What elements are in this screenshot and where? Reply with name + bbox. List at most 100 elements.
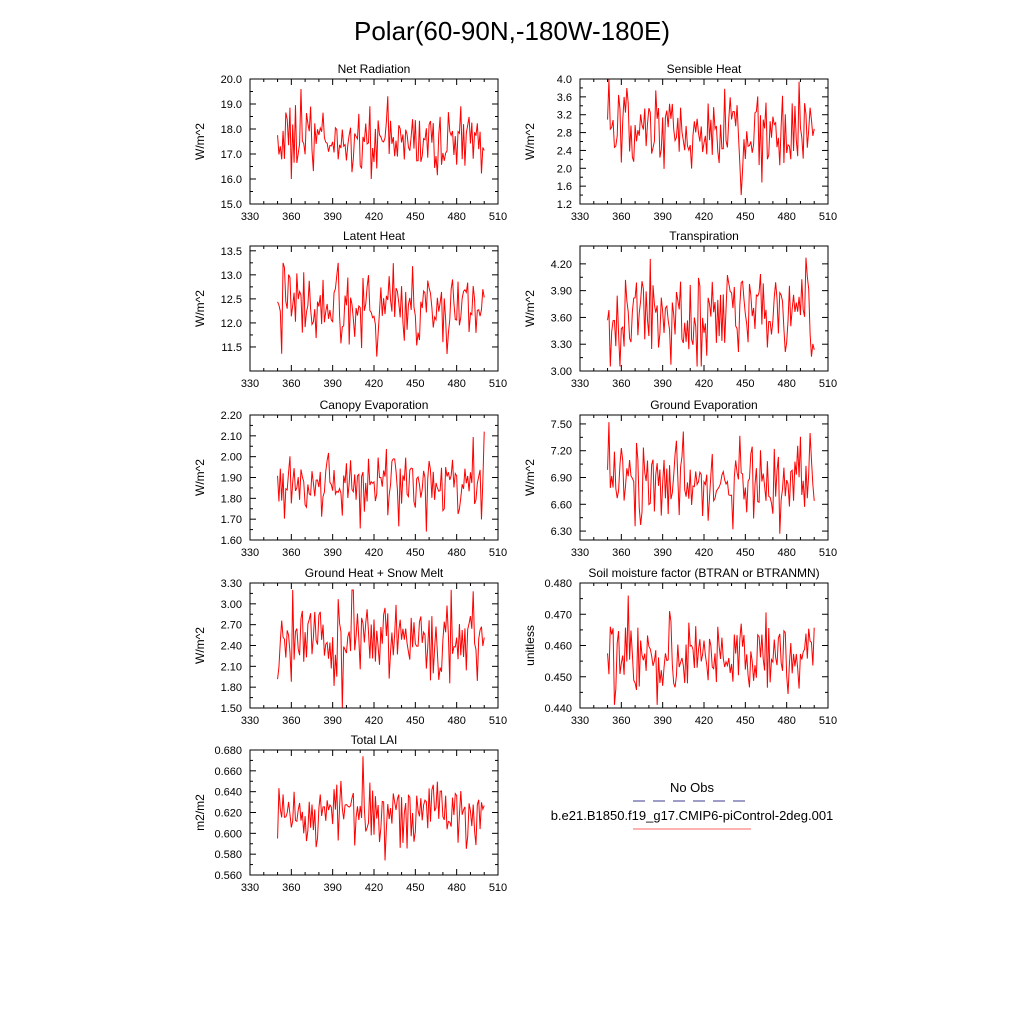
y-tick-label: 1.70 — [221, 514, 242, 526]
y-tick-label: 13.5 — [221, 246, 242, 258]
x-tick-label: 450 — [406, 211, 424, 223]
x-tick-label: 360 — [282, 547, 300, 559]
panel-2: 330 360 390 420 450 480 510 1.2 1.6 2.0 2.4 2.8 3.2 3… — [523, 62, 837, 223]
y-tick-label: 2.0 — [557, 163, 572, 175]
y-tick-label: 0.440 — [544, 703, 572, 715]
x-tick-label: 390 — [323, 211, 341, 223]
x-tick-label: 480 — [777, 715, 795, 727]
legend-label-model: b.e21.B1850.f19_g17.CMIP6-piControl-2deg… — [551, 808, 834, 823]
x-tick-label: 510 — [489, 211, 507, 223]
y-tick-label: 2.8 — [557, 128, 572, 140]
y-tick-label: 6.30 — [551, 526, 572, 538]
x-tick-label: 450 — [736, 378, 754, 390]
x-tick-label: 510 — [819, 715, 837, 727]
x-tick-label: 450 — [406, 378, 424, 390]
y-tick-label: 20.0 — [221, 74, 242, 86]
y-tick-label: 15.0 — [221, 199, 242, 211]
y-tick-label: 19.0 — [221, 99, 242, 111]
y-tick-label: 3.30 — [551, 339, 572, 351]
x-tick-label: 330 — [571, 715, 589, 727]
y-axis-label: m2/m2 — [193, 794, 207, 831]
series-line — [607, 422, 815, 534]
x-tick-label: 510 — [489, 882, 507, 894]
x-tick-label: 390 — [653, 715, 671, 727]
x-tick-label: 450 — [406, 882, 424, 894]
x-tick-label: 450 — [736, 547, 754, 559]
x-tick-label: 420 — [695, 547, 713, 559]
panel-title: Transpiration — [669, 229, 739, 243]
x-tick-label: 480 — [447, 211, 465, 223]
y-tick-label: 2.40 — [221, 641, 242, 653]
y-tick-label: 11.5 — [221, 342, 242, 354]
y-tick-label: 3.60 — [551, 312, 572, 324]
x-tick-label: 360 — [282, 715, 300, 727]
y-axis-label: W/m^2 — [193, 123, 207, 160]
y-tick-label: 12.5 — [221, 294, 242, 306]
y-tick-label: 7.50 — [551, 419, 572, 431]
x-tick-label: 510 — [489, 378, 507, 390]
x-tick-label: 420 — [365, 211, 383, 223]
x-tick-label: 360 — [282, 378, 300, 390]
x-tick-label: 330 — [241, 882, 259, 894]
x-tick-label: 330 — [571, 547, 589, 559]
y-tick-label: 3.00 — [551, 366, 572, 378]
y-tick-label: 0.560 — [214, 870, 242, 882]
x-tick-label: 390 — [653, 378, 671, 390]
panel-title: Soil moisture factor (BTRAN or BTRANMN) — [588, 566, 819, 580]
y-tick-label: 2.10 — [221, 661, 242, 673]
x-tick-label: 450 — [736, 211, 754, 223]
y-tick-label: 2.10 — [221, 431, 242, 443]
x-tick-label: 420 — [365, 378, 383, 390]
x-tick-label: 420 — [365, 715, 383, 727]
panel-9: 330 360 390 420 450 480 510 0.560 0.580 0.600 0.62… — [193, 733, 507, 894]
x-tick-label: 480 — [447, 378, 465, 390]
x-tick-label: 450 — [406, 547, 424, 559]
legend: No Obs b.e21.B1850.f19_g17.CMIP6-piContr… — [551, 780, 834, 830]
x-tick-label: 450 — [406, 715, 424, 727]
x-tick-label: 480 — [777, 211, 795, 223]
x-tick-label: 360 — [282, 211, 300, 223]
y-tick-label: 0.620 — [214, 808, 242, 820]
y-tick-label: 3.00 — [221, 599, 242, 611]
y-tick-label: 0.480 — [544, 578, 572, 590]
y-axis-label: W/m^2 — [523, 123, 537, 160]
y-axis-label: W/m^2 — [523, 459, 537, 496]
panel-4: 330 360 390 420 450 480 510 3.00 3.30 3.60 3.90 4.2… — [523, 229, 837, 390]
x-tick-label: 360 — [612, 211, 630, 223]
panel-title: Sensible Heat — [667, 62, 742, 76]
x-tick-label: 390 — [323, 547, 341, 559]
x-tick-label: 480 — [447, 882, 465, 894]
x-tick-label: 360 — [612, 547, 630, 559]
series-line — [607, 595, 815, 705]
figure-title: Polar(60-90N,-180W-180E) — [354, 16, 670, 46]
y-axis-label: unitless — [523, 625, 537, 666]
y-tick-label: 0.660 — [214, 766, 242, 778]
y-tick-label: 7.20 — [551, 446, 572, 458]
panel-title: Total LAI — [351, 733, 398, 747]
x-tick-label: 420 — [365, 547, 383, 559]
y-tick-label: 4.20 — [551, 259, 572, 271]
y-tick-label: 1.50 — [221, 703, 242, 715]
panel-title: Net Radiation — [338, 62, 411, 76]
y-tick-label: 0.580 — [214, 849, 242, 861]
y-tick-label: 6.90 — [551, 473, 572, 485]
x-tick-label: 360 — [282, 882, 300, 894]
y-axis-label: W/m^2 — [523, 290, 537, 327]
x-tick-label: 510 — [819, 211, 837, 223]
x-tick-label: 420 — [365, 882, 383, 894]
series-line — [277, 589, 485, 709]
x-tick-label: 450 — [736, 715, 754, 727]
y-tick-label: 2.20 — [221, 410, 242, 422]
x-tick-label: 510 — [489, 715, 507, 727]
panel-title: Canopy Evaporation — [320, 398, 429, 412]
panel-6: 330 360 390 420 450 480 510 6.30 6.60 6.90 7.20 7.5… — [523, 398, 837, 559]
x-tick-label: 390 — [323, 882, 341, 894]
y-tick-label: 0.680 — [214, 745, 242, 757]
x-tick-label: 330 — [241, 715, 259, 727]
y-tick-label: 3.2 — [557, 110, 572, 122]
y-tick-label: 12.0 — [221, 318, 242, 330]
x-tick-label: 480 — [777, 547, 795, 559]
x-tick-label: 480 — [777, 378, 795, 390]
panel-5: 330 360 390 420 450 480 510 1.60 1.70 1.80 1.90 2.0… — [193, 398, 507, 559]
y-tick-label: 0.640 — [214, 787, 242, 799]
